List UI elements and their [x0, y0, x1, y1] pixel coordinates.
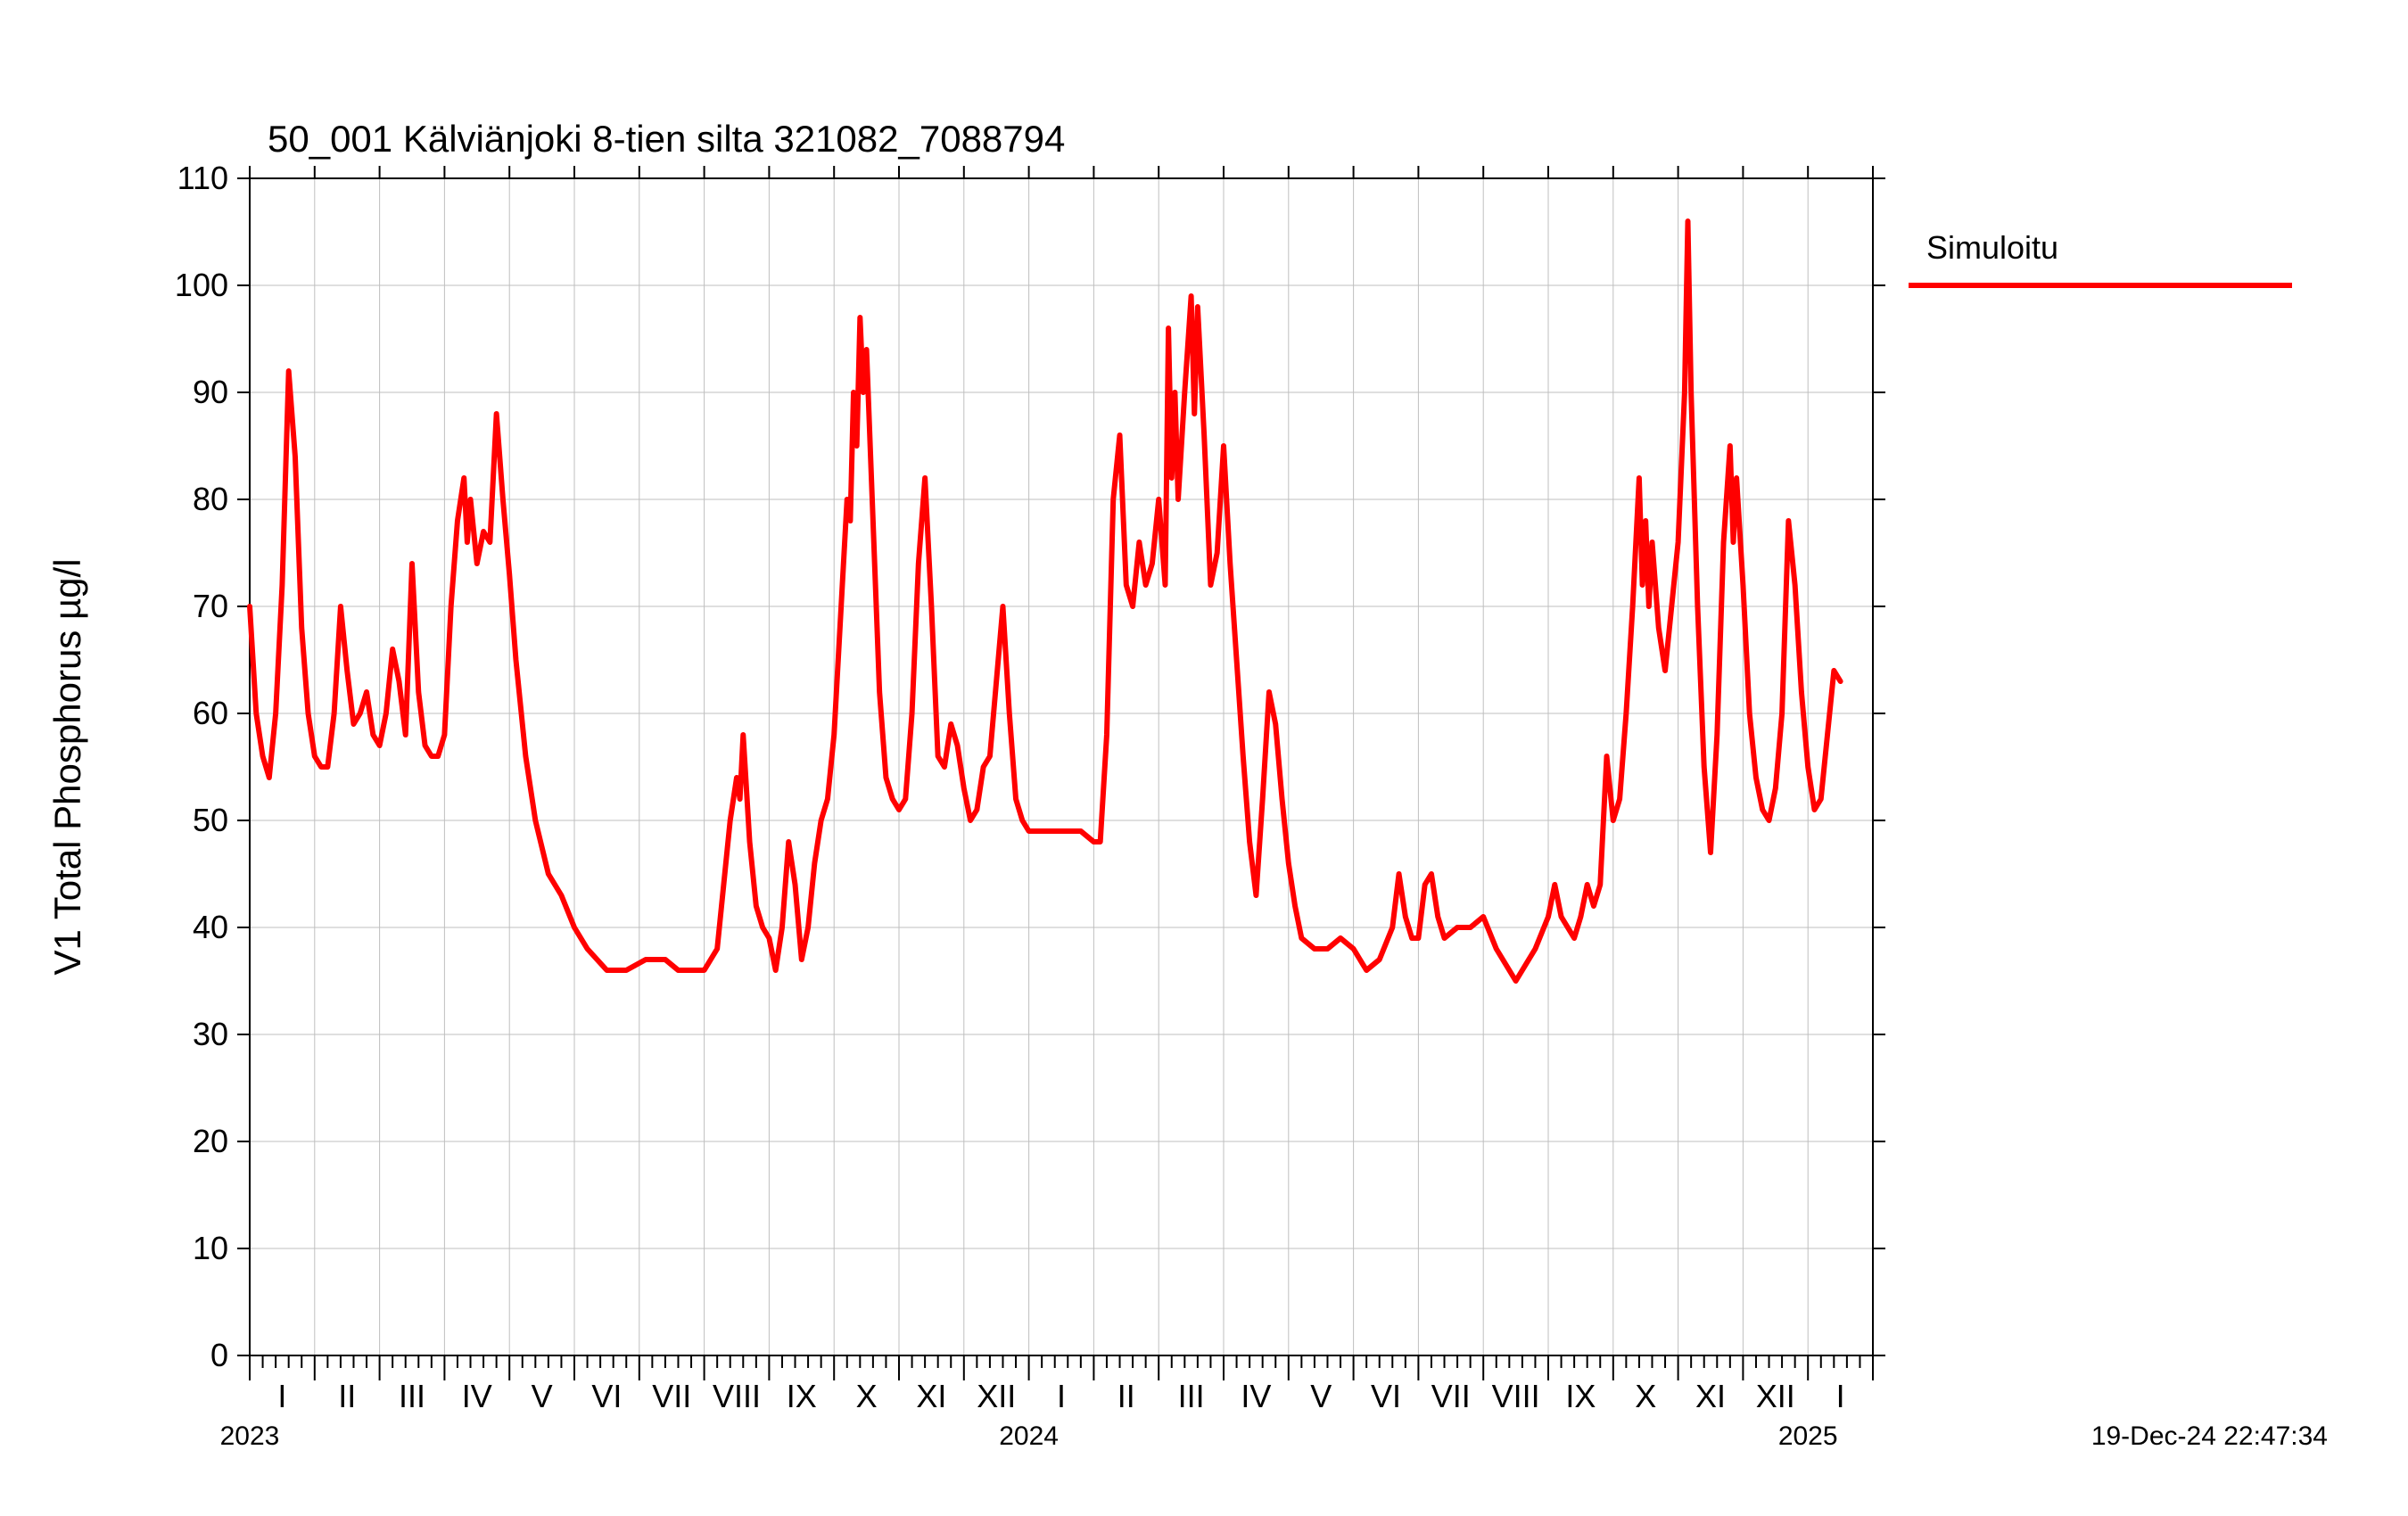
- x-month-label: VII: [652, 1378, 691, 1414]
- y-tick-label: 80: [193, 481, 228, 517]
- x-month-label: V: [532, 1378, 553, 1414]
- legend-label: Simuloitu: [1926, 229, 2058, 266]
- x-month-label: IX: [787, 1378, 817, 1414]
- x-month-label: X: [856, 1378, 878, 1414]
- x-month-label: II: [338, 1378, 356, 1414]
- x-month-label: XII: [1756, 1378, 1795, 1414]
- x-month-label: VIII: [1492, 1378, 1540, 1414]
- x-month-label: VII: [1431, 1378, 1471, 1414]
- x-month-label: III: [399, 1378, 425, 1414]
- y-tick-label: 60: [193, 695, 228, 731]
- x-year-label: 2023: [220, 1421, 280, 1451]
- y-axis-label: V1 Total Phosphorus µg/l: [46, 558, 88, 975]
- x-month-label: IX: [1565, 1378, 1596, 1414]
- x-month-label: XII: [977, 1378, 1016, 1414]
- x-month-label: XI: [916, 1378, 946, 1414]
- chart-title: 50_001 Kälviänjoki 8-tien silta 321082_7…: [268, 118, 1065, 160]
- x-month-label: I: [1836, 1378, 1845, 1414]
- x-month-label: IV: [462, 1378, 492, 1414]
- timestamp: 19-Dec-24 22:47:34: [2091, 1421, 2328, 1451]
- y-tick-label: 30: [193, 1016, 228, 1052]
- x-month-label: III: [1178, 1378, 1205, 1414]
- y-tick-label: 10: [193, 1230, 228, 1266]
- y-tick-label: 100: [175, 267, 228, 303]
- x-month-label: XI: [1695, 1378, 1726, 1414]
- x-month-label: I: [1057, 1378, 1066, 1414]
- y-tick-label: 90: [193, 374, 228, 410]
- x-year-label: 2024: [999, 1421, 1059, 1451]
- y-tick-label: 0: [210, 1337, 228, 1373]
- chart-svg: 0102030405060708090100110IIIIIIIVVVIVIIV…: [0, 0, 2408, 1516]
- x-month-label: VI: [1371, 1378, 1401, 1414]
- x-month-label: I: [277, 1378, 286, 1414]
- x-month-label: V: [1310, 1378, 1332, 1414]
- x-month-label: II: [1117, 1378, 1135, 1414]
- x-month-label: VI: [591, 1378, 622, 1414]
- x-year-label: 2025: [1778, 1421, 1838, 1451]
- chart-bg: [0, 0, 2408, 1516]
- x-month-label: VIII: [713, 1378, 761, 1414]
- y-tick-label: 50: [193, 802, 228, 838]
- y-tick-label: 40: [193, 909, 228, 945]
- x-month-label: X: [1635, 1378, 1656, 1414]
- y-tick-label: 110: [177, 160, 228, 196]
- x-month-label: IV: [1241, 1378, 1271, 1414]
- y-tick-label: 70: [193, 588, 228, 624]
- chart-container: 0102030405060708090100110IIIIIIIVVVIVIIV…: [0, 0, 2408, 1516]
- y-tick-label: 20: [193, 1123, 228, 1159]
